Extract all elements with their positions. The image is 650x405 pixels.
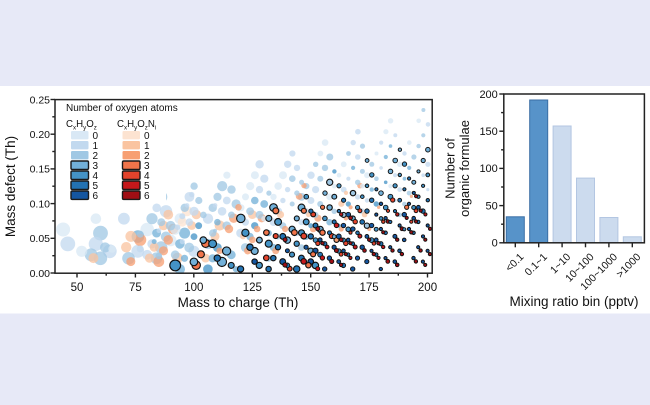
svg-text:100: 100: [184, 282, 203, 294]
svg-text:CxHyOzNi: CxHyOzNi: [117, 119, 156, 131]
svg-text:4: 4: [144, 171, 150, 182]
svg-text:0.20: 0.20: [30, 129, 51, 141]
svg-text:6: 6: [93, 191, 99, 202]
svg-text:100: 100: [479, 163, 497, 175]
svg-text:5: 5: [93, 181, 99, 192]
svg-text:1: 1: [144, 141, 150, 152]
svg-text:0.10: 0.10: [30, 198, 51, 210]
svg-text:6: 6: [144, 191, 150, 202]
svg-text:organic formulae: organic formulae: [457, 120, 472, 217]
svg-text:2: 2: [93, 151, 99, 162]
svg-text:2: 2: [144, 151, 150, 162]
svg-text:150: 150: [301, 282, 320, 294]
svg-text:50: 50: [71, 282, 84, 294]
svg-text:175: 175: [360, 282, 379, 294]
svg-text:0.25: 0.25: [30, 94, 51, 106]
svg-text:5: 5: [144, 181, 150, 192]
svg-text:50: 50: [486, 200, 498, 212]
svg-text:CxHyOz: CxHyOz: [66, 119, 97, 131]
svg-text:1: 1: [93, 141, 99, 152]
svg-text:0: 0: [492, 238, 498, 250]
svg-text:0.05: 0.05: [30, 233, 51, 245]
svg-text:3: 3: [93, 161, 99, 172]
svg-text:0.15: 0.15: [30, 164, 51, 176]
svg-text:3: 3: [144, 161, 150, 172]
svg-text:0: 0: [93, 131, 99, 142]
svg-text:4: 4: [93, 171, 99, 182]
svg-text:200: 200: [418, 282, 437, 294]
svg-text:Mass defect (Th): Mass defect (Th): [3, 136, 18, 237]
svg-text:150: 150: [479, 126, 497, 138]
svg-text:125: 125: [243, 282, 262, 294]
svg-text:Mixing ratio bin (pptv): Mixing ratio bin (pptv): [509, 294, 638, 309]
svg-text:Mass to charge (Th): Mass to charge (Th): [178, 295, 299, 310]
svg-text:75: 75: [129, 282, 142, 294]
svg-text:0.00: 0.00: [30, 268, 51, 280]
svg-text:Number of oxygen atoms: Number of oxygen atoms: [66, 103, 178, 114]
svg-text:0: 0: [144, 131, 150, 142]
svg-text:200: 200: [479, 89, 497, 101]
svg-text:Number of: Number of: [443, 138, 458, 199]
